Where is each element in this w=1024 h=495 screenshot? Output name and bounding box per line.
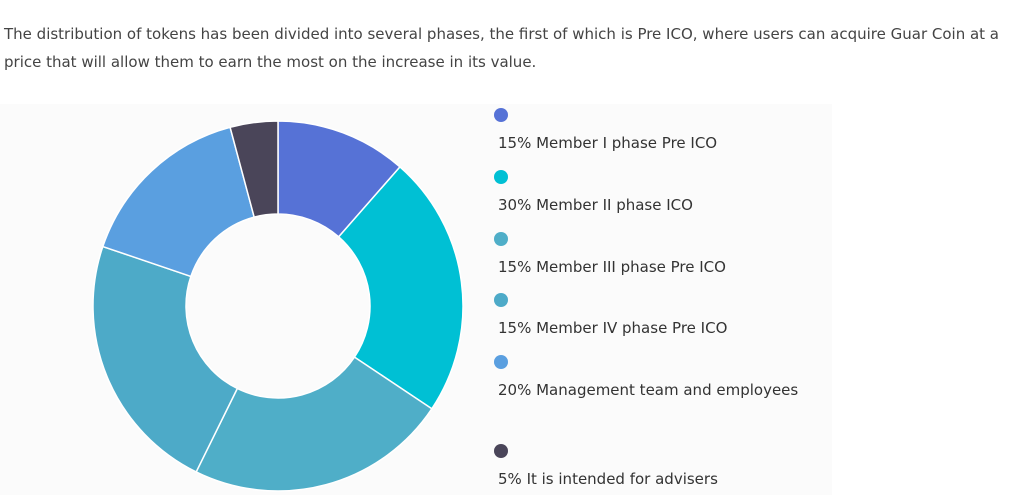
legend-dot-icon	[494, 355, 508, 369]
legend-dot-icon	[494, 170, 508, 184]
legend-dot-icon	[494, 444, 508, 458]
intro-paragraph: The distribution of tokens has been divi…	[4, 25, 1000, 71]
donut-slice-3	[195, 356, 433, 492]
legend-dot-icon	[494, 293, 508, 307]
legend-label: 15% Member IV phase Pre ICO	[498, 319, 728, 337]
donut-slice-4	[92, 245, 239, 473]
legend-label: 5% It is intended for advisers	[498, 470, 718, 488]
token-distribution-chart: 15% Member I phase Pre ICO 30% Member II …	[0, 104, 832, 495]
legend-label: 30% Member II phase ICO	[498, 196, 693, 214]
legend-label: 15% Member I phase Pre ICO	[498, 134, 718, 152]
donut-chart	[92, 120, 464, 492]
donut-slice-6	[229, 120, 279, 219]
donut-slice-5	[101, 126, 256, 278]
legend-dot-icon	[494, 232, 508, 246]
donut-slice-2	[337, 165, 464, 410]
legend-label: 15% Member III phase Pre ICO	[498, 258, 726, 276]
legend-label: 20% Management team and employees	[498, 381, 799, 399]
legend-dot-icon	[494, 108, 508, 122]
